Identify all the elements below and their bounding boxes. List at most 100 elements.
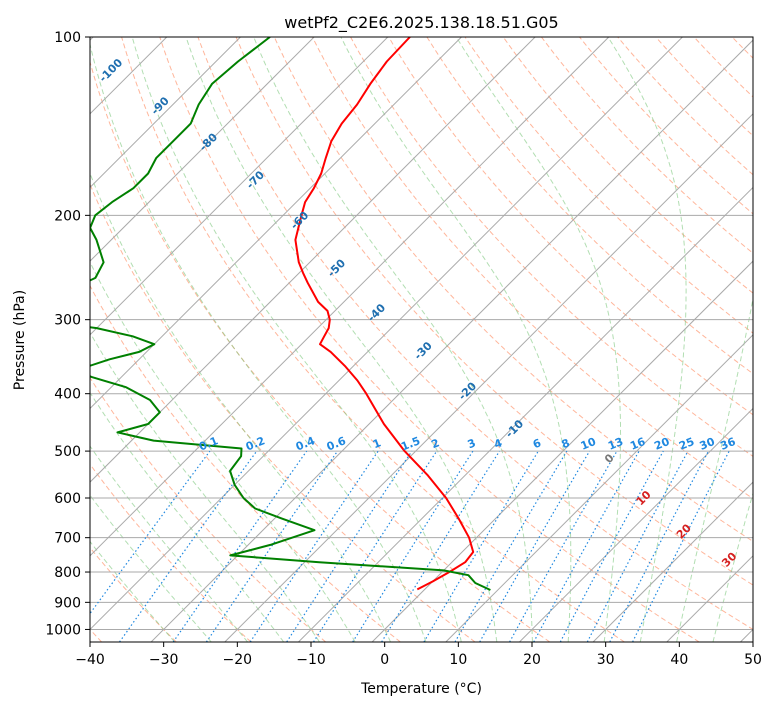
y-tick-label: 600 [54, 491, 81, 507]
moist-adiabat-line [90, 331, 320, 642]
mixing-ratio-line [205, 450, 338, 642]
mixing-ratio-line [533, 450, 640, 642]
moist-adiabat-label: -20 [456, 379, 479, 402]
isotherm-line [224, 113, 753, 642]
plot-area: 0.1 0.2 0.4 0.6 1 1.5 2 3 4 6 8 10 13 16 20 25 30 36-100-… [90, 37, 775, 642]
x-tick-label: −10 [296, 652, 326, 668]
mixing-ratio-label: 1 [371, 436, 383, 451]
isotherm-line [90, 37, 683, 631]
moist-adiabat-line [185, 37, 498, 642]
chart-title: wetPf2_C2E6.2025.138.18.51.G05 [284, 13, 558, 33]
moist-adiabat-label: -50 [325, 256, 348, 279]
moist-adiabat-label: 10 [634, 488, 654, 508]
dry-adiabat-line [617, 37, 753, 176]
temperature-profile-line [294, 37, 475, 591]
y-tick-label: 400 [54, 387, 81, 403]
x-tick-label: 10 [449, 652, 467, 668]
mixing-ratio-label: 3 [466, 436, 478, 451]
y-tick-label: 100 [54, 30, 81, 46]
x-tick-label: 30 [597, 652, 615, 668]
dry-adiabat-line [90, 284, 401, 642]
moist-adiabat-label: -10 [503, 417, 526, 440]
mixing-ratio-line [352, 450, 474, 642]
x-tick-label: −40 [75, 652, 105, 668]
dry-adiabat-line [235, 37, 753, 586]
y-axis-ticks: 100 200 300 400 500 600 700 800 900 1000 [45, 30, 90, 638]
moist-adiabat-label: -100 [97, 56, 126, 85]
dry-adiabat-line [90, 376, 327, 642]
moist-adiabat-label: 20 [674, 521, 694, 541]
isotherm-line [90, 37, 241, 189]
isotherm-line [519, 407, 753, 642]
y-tick-label: 300 [54, 313, 81, 329]
dry-adiabat-line [502, 37, 753, 294]
x-axis-ticks: −40 −30 −20 −10 0 10 20 30 40 50 [75, 642, 762, 668]
x-tick-label: 20 [523, 652, 541, 668]
x-tick-label: 40 [670, 652, 688, 668]
mixing-ratio-line [559, 450, 664, 642]
dry-adiabat-line [426, 37, 753, 375]
moist-adiabat-line [90, 494, 212, 642]
mixing-ratio-label: 13 [606, 435, 625, 453]
isotherm-line [298, 186, 753, 642]
mixing-ratio-label: 4 [492, 436, 504, 451]
moist-adiabat-label: -70 [244, 168, 267, 191]
isotherm-line [150, 39, 753, 642]
mixing-ratio-label: 25 [677, 435, 696, 453]
moist-adiabat-line [131, 37, 462, 642]
mixing-ratio-line [381, 450, 501, 642]
moist-adiabat-line [253, 37, 533, 642]
mixing-ratio-label: 6 [531, 436, 543, 451]
moist-adiabat-line [340, 37, 572, 642]
mixing-ratio-lines [90, 450, 730, 642]
mixing-ratio-line [609, 450, 710, 642]
isotherm-line [371, 260, 753, 642]
isotherm-line [90, 37, 389, 336]
moist-adiabat-line [90, 42, 427, 642]
mixing-ratio-label: 8 [560, 436, 572, 451]
moist-adiabat-line [607, 37, 687, 642]
moist-adiabat-line [455, 37, 622, 642]
mixing-ratio-label: 16 [628, 435, 647, 453]
isotherm-line [90, 37, 462, 410]
dry-adiabat-line [693, 37, 753, 98]
y-tick-label: 1000 [45, 622, 81, 638]
plot-frame [89, 36, 754, 643]
sounding-series [90, 37, 491, 591]
mixing-ratio-line [312, 450, 438, 642]
y-tick-label: 500 [54, 444, 81, 460]
y-tick-label: 800 [54, 565, 81, 581]
dry-adiabat-line [90, 183, 476, 642]
isotherm-line [90, 37, 610, 557]
dry-adiabat-line [770, 37, 775, 642]
mixing-ratio-line [509, 450, 618, 642]
moist-adiabat-label: -90 [149, 94, 172, 117]
isotherm-line [90, 37, 315, 262]
dry-adiabat-line [579, 37, 753, 215]
mixing-ratio-label: 2 [429, 436, 441, 451]
mixing-ratio-line [454, 450, 568, 642]
dry-adiabat-line [350, 37, 753, 457]
isotherm-line [592, 481, 753, 642]
dewpoint-profile-line [90, 37, 491, 591]
dry-adiabat-line [464, 37, 753, 334]
moist-adiabat-label: -30 [412, 339, 435, 362]
mixing-ratio-line [586, 450, 689, 642]
isotherm-line [445, 334, 753, 642]
dry-adiabat-line [121, 37, 625, 642]
dry-adiabat-line [388, 37, 753, 416]
mixing-ratio-line [479, 450, 591, 642]
mixing-ratio-label: 10 [579, 435, 598, 453]
moist-adiabat-line [676, 296, 753, 642]
dry-adiabat-line [197, 37, 753, 631]
mixing-ratio-line [172, 450, 308, 642]
dry-adiabat-line [655, 37, 753, 137]
dry-adiabats [90, 37, 775, 642]
mixing-ratio-line [423, 450, 539, 642]
y-tick-label: 200 [54, 208, 81, 224]
x-tick-label: 0 [380, 652, 389, 668]
mixing-ratio-line [249, 450, 379, 642]
moist-adiabat-label: 40 [765, 578, 775, 598]
moist-adiabat-label: -60 [288, 209, 311, 232]
